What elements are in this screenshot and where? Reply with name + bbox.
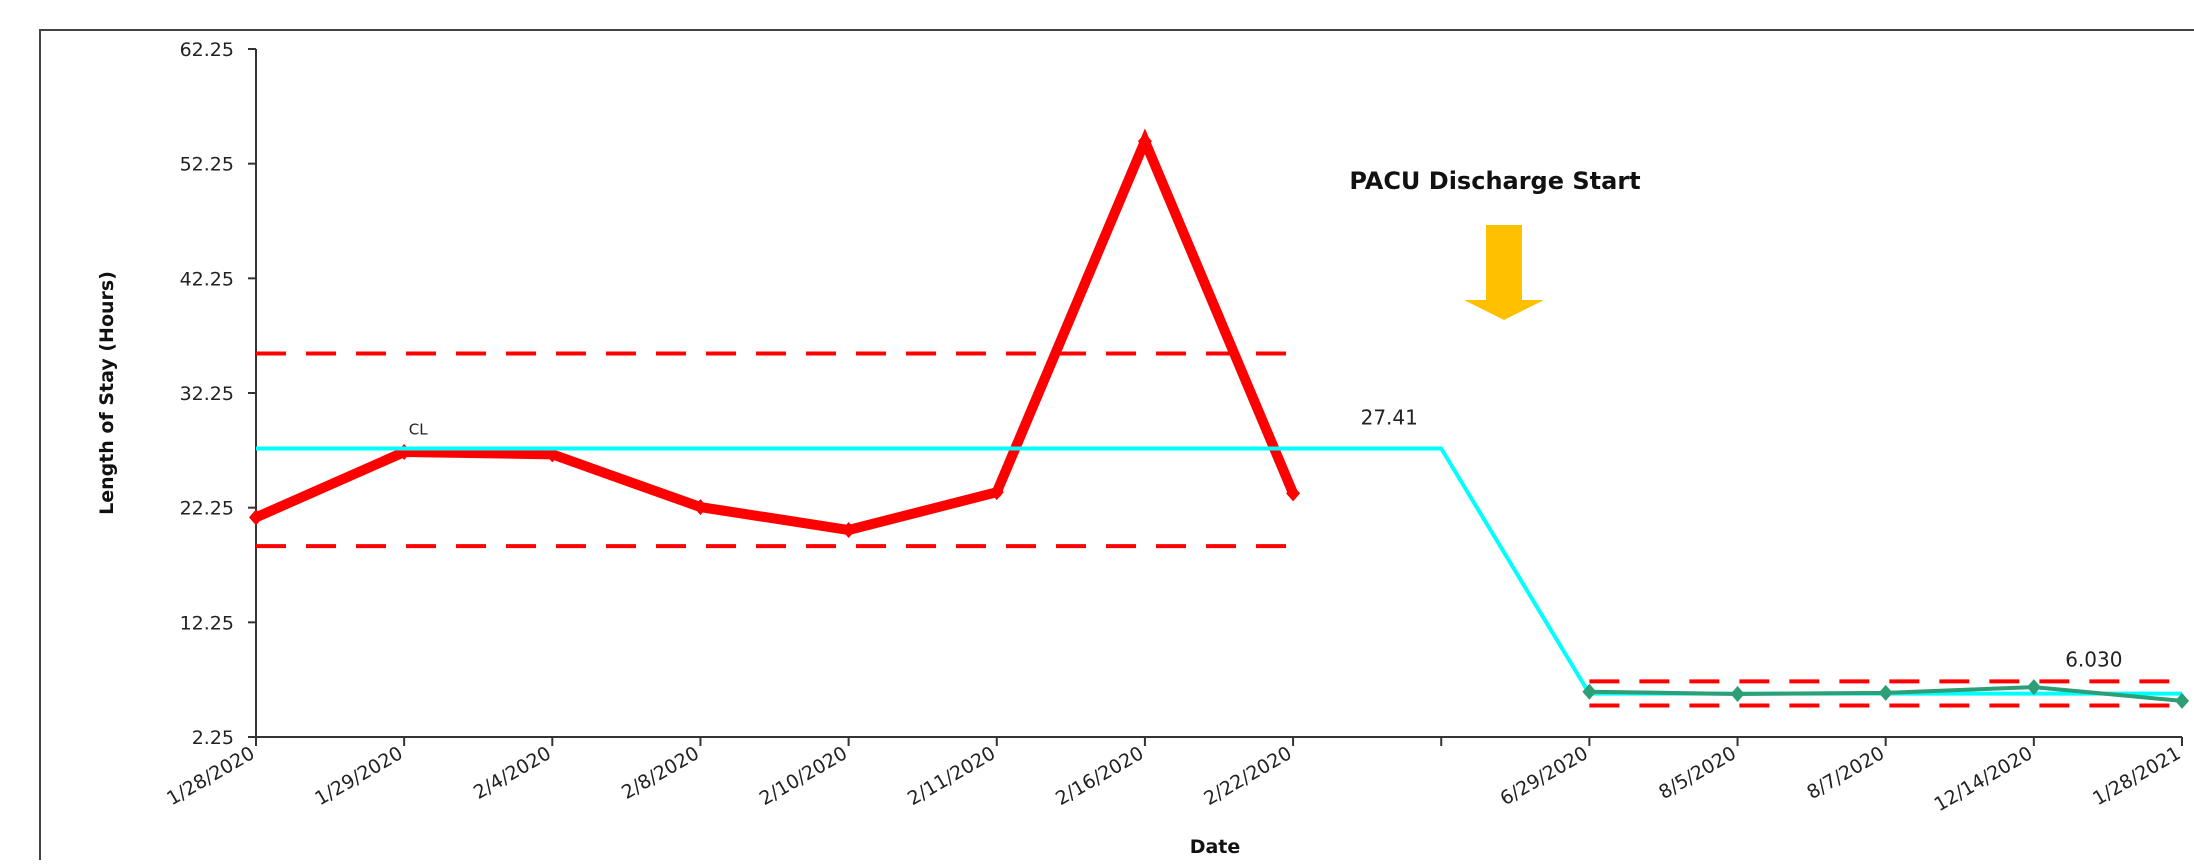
x-tick-label: 2/22/2020 xyxy=(1200,742,1295,810)
y-tick-label: 52.25 xyxy=(180,154,234,176)
data-point xyxy=(1137,133,1152,150)
x-tick-label: 1/29/2020 xyxy=(311,742,406,810)
y-tick-label: 32.25 xyxy=(180,383,234,405)
x-tick-label: 6/29/2020 xyxy=(1497,742,1592,810)
data-point xyxy=(1878,684,1893,701)
cl-value-label-phase2: 6.030 xyxy=(2065,648,2122,672)
cl-value-label-phase1: 27.41 xyxy=(1361,405,1418,429)
data-point xyxy=(2026,679,2041,696)
center-line xyxy=(256,446,2182,696)
x-tick-label: 8/5/2020 xyxy=(1655,742,1740,804)
x-tick-label: 2/8/2020 xyxy=(618,742,703,804)
y-tick-label: 22.25 xyxy=(180,498,234,520)
y-tick-label: 2.25 xyxy=(192,727,234,749)
y-tick-label: 12.25 xyxy=(180,612,234,634)
x-axis-title: Date xyxy=(1190,836,1241,858)
data-point xyxy=(989,484,1004,501)
x-tick-label: 1/28/2020 xyxy=(163,742,258,810)
y-axis-title: Length of Stay (Hours) xyxy=(96,271,118,515)
x-tick-label: 12/14/2020 xyxy=(1931,742,2037,816)
x-tick-label: 2/16/2020 xyxy=(1052,742,1147,810)
data-point xyxy=(1582,683,1597,700)
data-point xyxy=(693,499,708,516)
data-point xyxy=(249,509,263,526)
data-point xyxy=(1730,686,1745,702)
los-series-line xyxy=(253,128,1298,536)
data-point xyxy=(841,522,856,539)
x-tick-label: 2/10/2020 xyxy=(756,742,851,810)
x-tick-label: 1/28/2021 xyxy=(2089,742,2184,810)
x-tick-label: 2/11/2020 xyxy=(904,742,999,810)
down-arrow-icon xyxy=(1464,225,1544,320)
data-point xyxy=(2175,692,2189,709)
y-tick-label: 42.25 xyxy=(180,268,234,290)
data-point xyxy=(1286,485,1301,502)
chart-border xyxy=(39,29,2194,865)
phase-change-label: PACU Discharge Start xyxy=(1349,167,1640,195)
y-tick-label: 62.25 xyxy=(180,39,234,61)
cl-label: CL xyxy=(409,420,428,438)
x-tick-label: 2/4/2020 xyxy=(470,742,555,804)
x-tick-label: 8/7/2020 xyxy=(1803,742,1888,804)
